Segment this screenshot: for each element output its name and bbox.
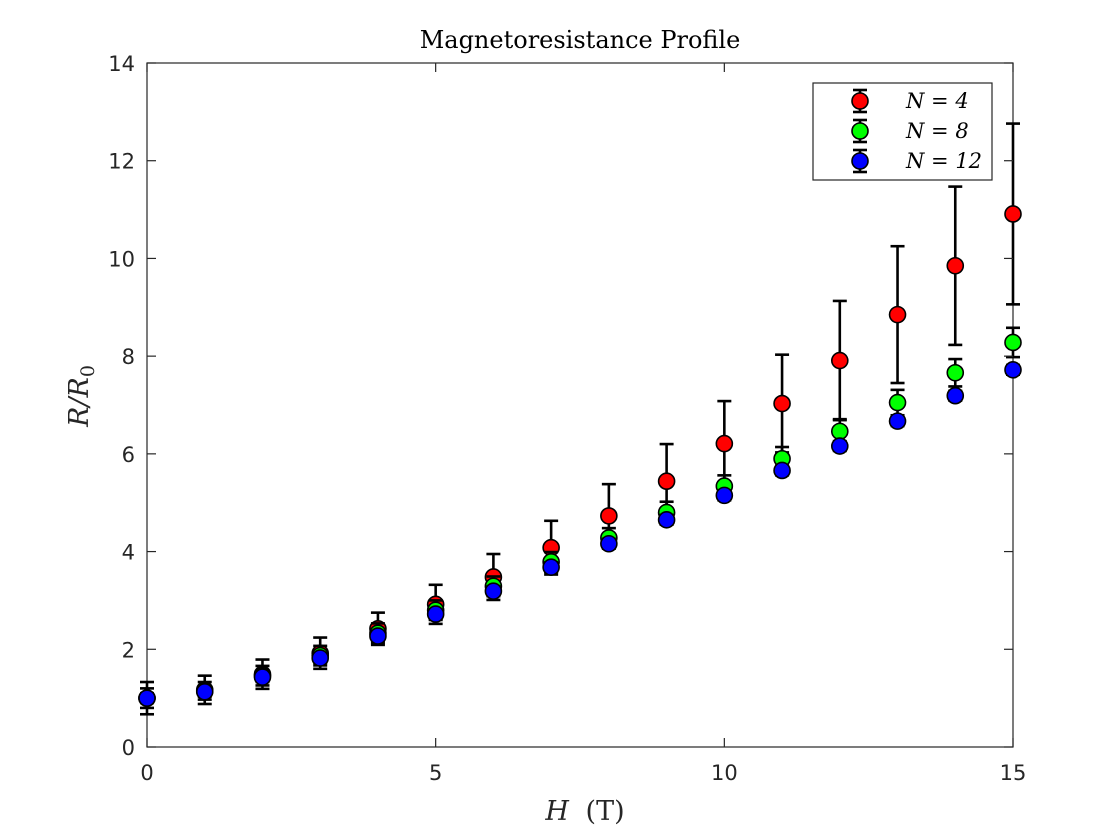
y-axis-label: R/R0 [64, 365, 99, 428]
legend-items: N = 4 N = 8 N = 12 [851, 88, 982, 174]
data-point [946, 363, 965, 382]
data-point [946, 256, 965, 275]
data-point [311, 649, 330, 667]
legend-box [812, 82, 993, 181]
x-tick-label: 10 [711, 761, 738, 785]
legend-item-1: N = 4 [851, 88, 969, 114]
data-point [138, 689, 156, 707]
x-tick-label: 15 [1000, 761, 1027, 785]
data-point [1004, 205, 1022, 223]
data-point [830, 351, 849, 370]
legend-label: N = 4 [905, 89, 969, 113]
data-point [426, 605, 445, 623]
data-point [888, 305, 907, 324]
data-point [946, 386, 965, 405]
data-point [888, 412, 907, 430]
y-tick-label: 10 [108, 247, 135, 271]
data-point [600, 507, 618, 525]
y-tick-label: 12 [108, 150, 135, 174]
y-tick-label: 6 [122, 443, 135, 467]
data-point [484, 582, 503, 600]
data-point [830, 437, 849, 455]
data-point [773, 461, 791, 480]
x-axis-unit: (T) [586, 796, 625, 827]
data-point [600, 534, 618, 553]
y-axis-ratio: R/R [64, 377, 95, 428]
legend-marker [851, 92, 869, 110]
y-tick-label: 14 [108, 52, 135, 76]
data-point [369, 627, 387, 645]
legend-item-3: N = 12 [851, 148, 982, 174]
x-axis-variable: H [544, 796, 569, 827]
y-tick-label: 4 [122, 541, 135, 565]
data-point [715, 486, 734, 505]
y-axis-subscript: 0 [77, 365, 99, 377]
legend-marker [851, 122, 869, 140]
data-point [542, 558, 560, 577]
data-point [657, 511, 676, 529]
data-point [253, 668, 272, 686]
data-point [715, 434, 734, 453]
data-point [888, 393, 907, 412]
legend-item-2: N = 8 [851, 118, 969, 144]
data-point [1004, 361, 1022, 379]
y-tick-label: 2 [122, 638, 135, 662]
x-tick-label: 5 [429, 761, 442, 785]
y-tick-label: 8 [122, 345, 135, 369]
series-3 [138, 361, 1022, 707]
data-point [657, 472, 676, 491]
legend-marker [851, 152, 869, 170]
legend: N = 4 N = 8 N = 12 [812, 82, 993, 181]
legend-label: N = 8 [905, 119, 969, 143]
data-point [1004, 333, 1022, 352]
data-point [773, 394, 791, 413]
axis-ticks: 0 5 10 15 0 2 4 6 8 10 12 14 [108, 52, 1026, 785]
legend-label: N = 12 [905, 149, 982, 173]
y-tick-label: 0 [122, 736, 135, 760]
chart-title: Magnetoresistance Profile [420, 26, 741, 54]
data-point [830, 422, 849, 441]
x-tick-label: 0 [140, 761, 153, 785]
data-point [195, 682, 214, 701]
x-axis-label: H (T) [544, 796, 624, 827]
